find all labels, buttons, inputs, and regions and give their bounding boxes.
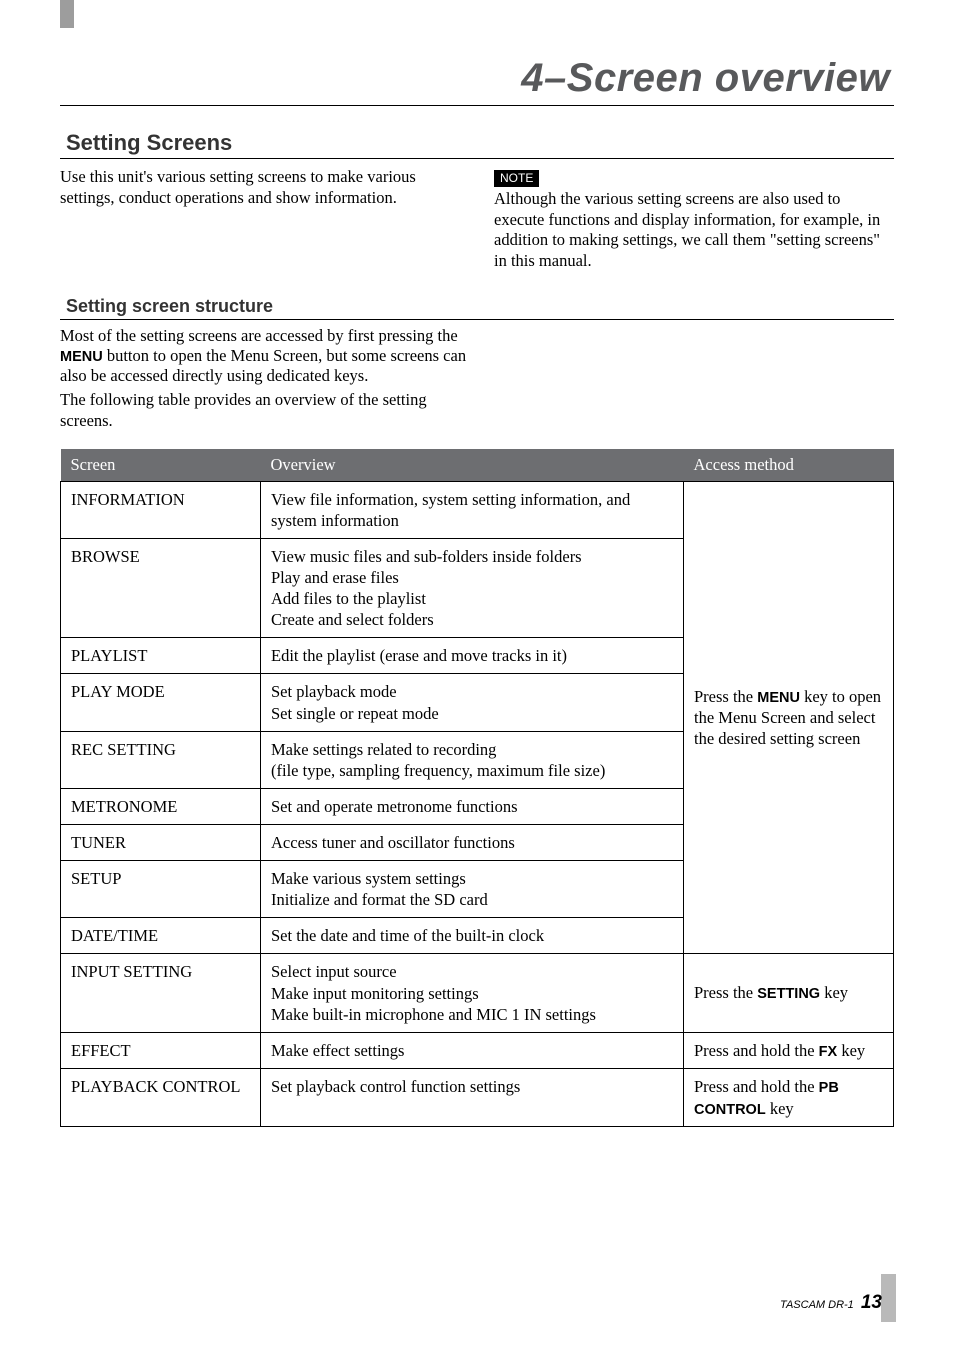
table-cell-overview: Make effect settings	[261, 1032, 684, 1069]
table-row: PLAYBACK CONTROLSet playback control fun…	[61, 1069, 894, 1127]
section-setting-screens-heading: Setting Screens	[60, 130, 894, 159]
table-cell-screen: EFFECT	[61, 1032, 261, 1069]
table-cell-overview: Make settings related to recording(file …	[261, 731, 684, 788]
table-cell-screen: INPUT SETTING	[61, 954, 261, 1032]
table-header-row: Screen Overview Access method	[61, 449, 894, 482]
table-cell-screen: INFORMATION	[61, 481, 261, 538]
footer-page-number: 13	[861, 1292, 882, 1313]
table-cell-overview: Set playback modeSet single or repeat mo…	[261, 674, 684, 731]
table-cell-screen: PLAYLIST	[61, 638, 261, 674]
screens-table: Screen Overview Access method INFORMATIO…	[60, 449, 894, 1128]
page-banner: 4–Screen overview	[60, 56, 894, 106]
header-gray-tab	[60, 0, 74, 28]
table-cell-screen: PLAY MODE	[61, 674, 261, 731]
table-cell-overview: Set the date and time of the built-in cl…	[261, 918, 684, 954]
table-cell-screen: TUNER	[61, 825, 261, 861]
intro-left-text: Use this unit's various setting screens …	[60, 167, 460, 272]
table-cell-access: Press and hold the PB CONTROL key	[684, 1069, 894, 1127]
table-cell-overview: Set and operate metronome functions	[261, 788, 684, 824]
table-cell-overview: View file information, system setting in…	[261, 481, 684, 538]
table-cell-overview: Select input sourceMake input monitoring…	[261, 954, 684, 1032]
table-row: EFFECTMake effect settingsPress and hold…	[61, 1032, 894, 1069]
table-cell-overview: Make various system settingsInitialize a…	[261, 861, 684, 918]
footer-gray-tab	[881, 1274, 896, 1322]
section-structure-heading: Setting screen structure	[60, 296, 894, 320]
table-cell-access: Press and hold the FX key	[684, 1032, 894, 1069]
structure-paragraph-1: Most of the setting screens are accessed…	[60, 326, 470, 387]
table-row: INFORMATIONView file information, system…	[61, 481, 894, 538]
note-badge: NOTE	[494, 170, 539, 187]
table-cell-screen: REC SETTING	[61, 731, 261, 788]
structure-paragraph-2: The following table provides an overview…	[60, 390, 470, 430]
table-header-screen: Screen	[61, 449, 261, 482]
table-cell-overview: Set playback control function settings	[261, 1069, 684, 1127]
table-cell-access: Press the SETTING key	[684, 954, 894, 1032]
footer-model: TASCAM DR-1	[780, 1299, 854, 1311]
table-cell-screen: SETUP	[61, 861, 261, 918]
table-cell-screen: BROWSE	[61, 538, 261, 637]
table-header-overview: Overview	[261, 449, 684, 482]
page-footer: TASCAM DR-1 13	[780, 1292, 882, 1314]
table-header-access: Access method	[684, 449, 894, 482]
table-cell-screen: DATE/TIME	[61, 918, 261, 954]
table-cell-overview: View music files and sub-folders inside …	[261, 538, 684, 637]
table-cell-screen: METRONOME	[61, 788, 261, 824]
table-cell-access-merged: Press the MENU key to open the Menu Scre…	[684, 481, 894, 954]
table-row: INPUT SETTINGSelect input sourceMake inp…	[61, 954, 894, 1032]
table-cell-overview: Edit the playlist (erase and move tracks…	[261, 638, 684, 674]
table-cell-screen: PLAYBACK CONTROL	[61, 1069, 261, 1127]
menu-key-text: MENU	[60, 349, 103, 365]
table-cell-overview: Access tuner and oscillator functions	[261, 825, 684, 861]
intro-right-text: Although the various setting screens are…	[494, 189, 894, 272]
